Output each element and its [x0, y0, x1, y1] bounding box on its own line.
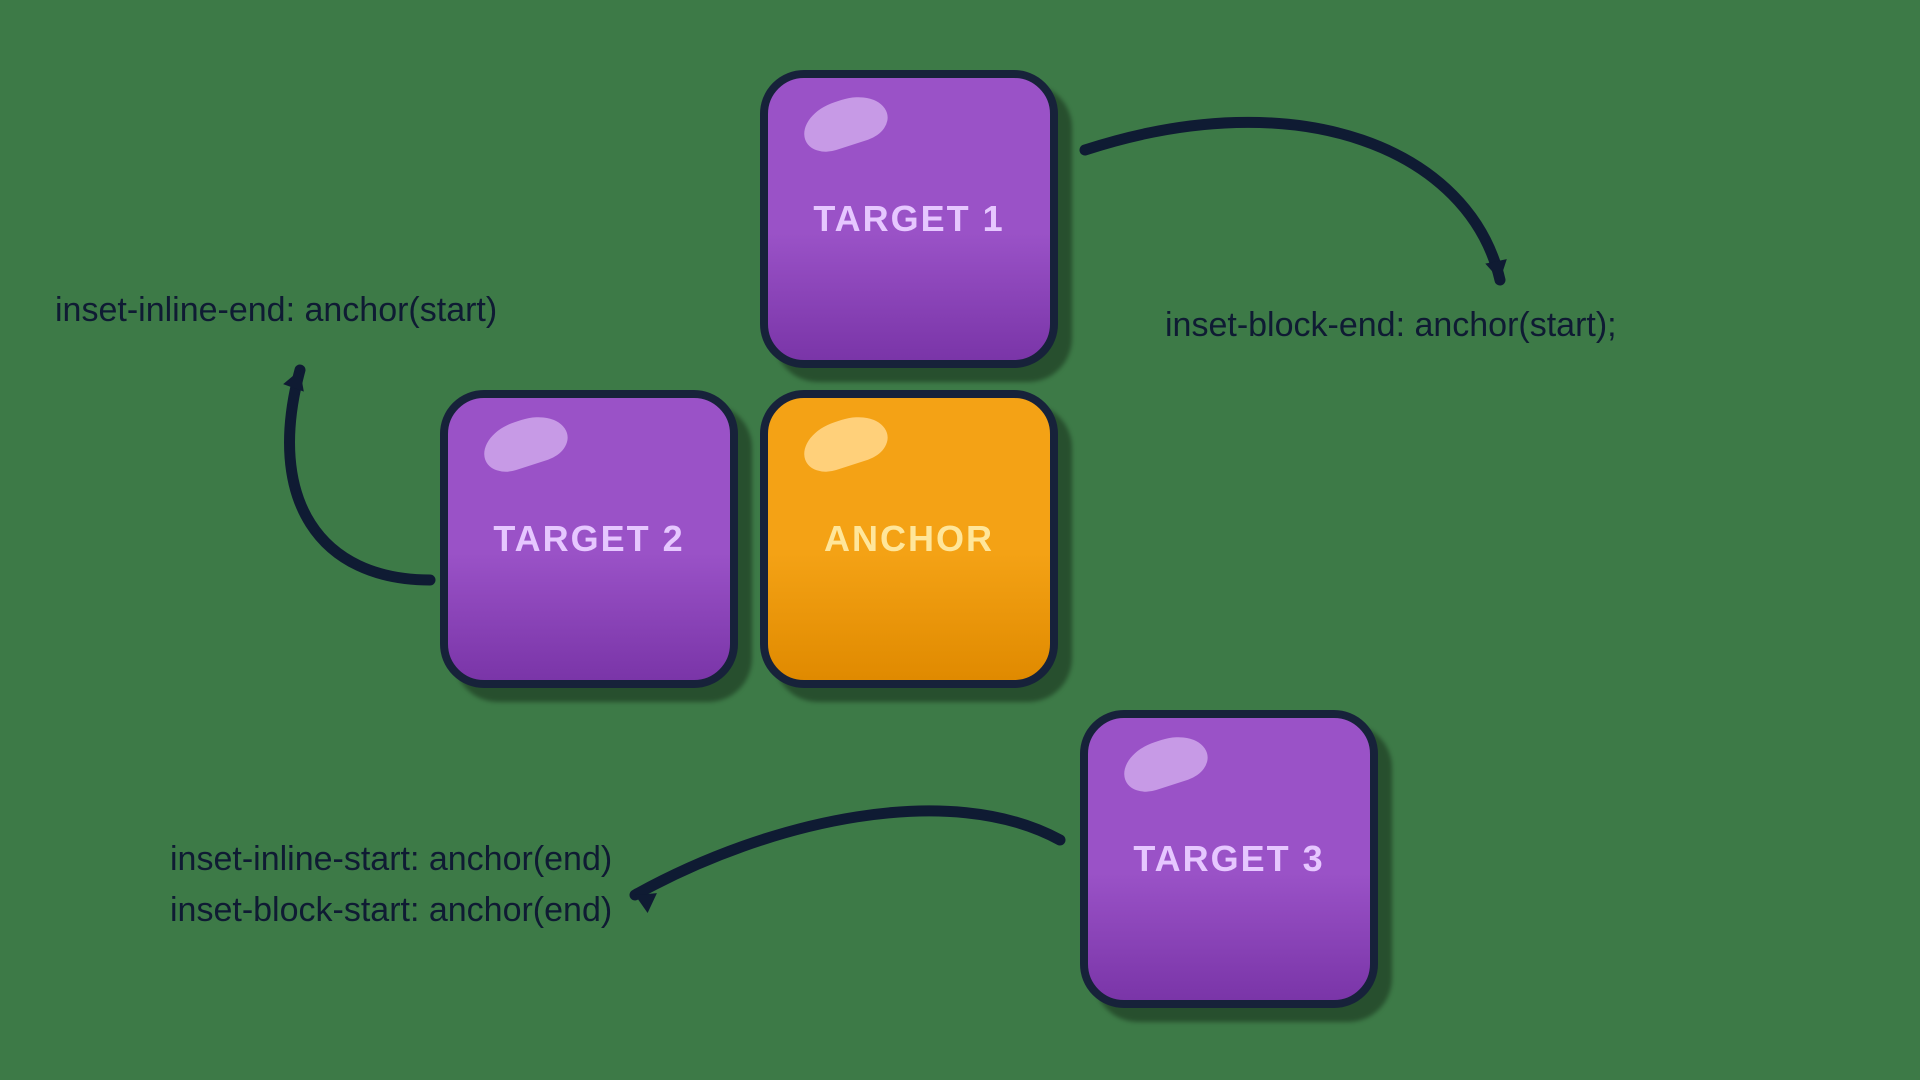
target3-box: TARGET 3 [1080, 710, 1378, 1008]
target2-shine [477, 408, 573, 478]
arrow-t1 [1085, 122, 1500, 280]
target3-shine [1117, 728, 1213, 798]
target1-box: TARGET 1 [760, 70, 1058, 368]
anchor-box: ANCHOR [760, 390, 1058, 688]
annotation-line: inset-block-start: anchor(end) [170, 885, 612, 936]
arrow-t2 [290, 370, 430, 580]
target1-shine [797, 88, 893, 158]
annotation-inset-start-pair: inset-inline-start: anchor(end)inset-blo… [170, 834, 612, 936]
annotation-inset-block-end: inset-block-end: anchor(start); [1165, 300, 1617, 351]
anchor-label: ANCHOR [824, 518, 994, 560]
target2-label: TARGET 2 [493, 518, 684, 560]
arrow-t3 [635, 811, 1060, 895]
target2-box: TARGET 2 [440, 390, 738, 688]
annotation-line: inset-inline-end: anchor(start) [55, 285, 497, 336]
target1-label: TARGET 1 [813, 198, 1004, 240]
diagram-stage: TARGET 1 TARGET 2 ANCHOR TARGET 3 inset-… [0, 0, 1920, 1080]
annotation-line: inset-inline-start: anchor(end) [170, 834, 612, 885]
anchor-shine [797, 408, 893, 478]
annotation-line: inset-block-end: anchor(start); [1165, 300, 1617, 351]
annotation-inset-inline-end: inset-inline-end: anchor(start) [55, 285, 497, 336]
target3-label: TARGET 3 [1133, 838, 1324, 880]
